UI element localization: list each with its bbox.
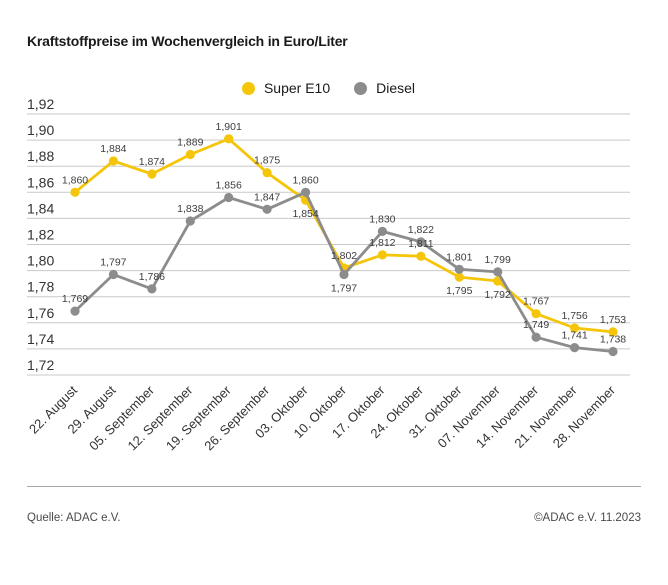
data-point	[70, 306, 80, 316]
data-label: 1,838	[177, 203, 203, 215]
data-label: 1,854	[292, 208, 318, 220]
data-point	[493, 276, 503, 286]
chart-legend: Super E10 Diesel	[27, 80, 630, 96]
y-tick-label: 1,72	[27, 357, 54, 373]
data-point	[570, 323, 580, 333]
data-point	[339, 269, 349, 280]
data-label: 1,795	[446, 285, 472, 297]
data-point	[416, 237, 426, 247]
data-label: 1,756	[561, 310, 587, 322]
data-label: 1,749	[523, 319, 549, 331]
chart-title: Kraftstoffpreise im Wochenvergleich in E…	[27, 33, 348, 49]
legend-label-super-e10: Super E10	[263, 80, 331, 96]
y-tick-label: 1,90	[27, 122, 54, 138]
footer-separator	[27, 486, 641, 487]
y-tick-label: 1,76	[27, 305, 54, 321]
legend-item-diesel: Diesel	[354, 80, 415, 96]
data-point	[224, 192, 234, 203]
data-point	[262, 168, 272, 178]
legend-item-super-e10: Super E10	[241, 80, 331, 96]
data-label: 1,889	[177, 137, 203, 149]
data-point	[454, 264, 464, 274]
data-point	[301, 187, 311, 197]
data-label: 1,811	[408, 238, 434, 250]
series-super-e10	[70, 134, 618, 337]
y-tick-label: 1,80	[27, 253, 54, 269]
y-tick-label: 1,88	[27, 148, 54, 164]
data-point	[377, 226, 387, 236]
footer-copyright: ©ADAC e.V. 11.2023	[534, 512, 641, 524]
data-point	[224, 134, 234, 144]
y-tick-label: 1,86	[27, 174, 54, 190]
data-label: 1,812	[369, 237, 395, 249]
data-label: 1,786	[139, 271, 165, 283]
data-point	[70, 187, 80, 197]
data-label: 1,792	[485, 289, 511, 301]
y-tick-label: 1,84	[27, 200, 54, 216]
data-label: 1,767	[523, 296, 549, 308]
data-point	[416, 251, 426, 261]
data-label: 1,822	[408, 224, 434, 236]
legend-label-diesel: Diesel	[376, 80, 416, 96]
data-label: 1,797	[100, 257, 126, 269]
data-point	[531, 332, 541, 342]
data-point	[108, 269, 118, 280]
series-labels-super-e10: 1,860 1,884 1,874 1,889 1,901 1,875 1,854 1,802…	[62, 121, 626, 326]
data-label: 1,801	[446, 251, 472, 263]
data-label: 1,802	[331, 250, 357, 262]
data-label: 1,884	[100, 143, 126, 155]
data-point	[147, 169, 157, 179]
data-label: 1,860	[62, 174, 88, 186]
data-point	[493, 267, 503, 277]
data-point	[454, 272, 464, 282]
data-label: 1,860	[292, 174, 318, 186]
data-point	[531, 309, 541, 319]
data-point	[108, 156, 118, 166]
data-label: 1,753	[600, 314, 626, 326]
data-label: 1,901	[216, 121, 242, 133]
y-tick-label: 1,78	[27, 279, 54, 295]
data-label: 1,738	[600, 334, 626, 346]
data-point	[185, 216, 195, 226]
data-point	[377, 250, 387, 260]
data-label: 1,874	[139, 156, 165, 168]
data-label: 1,847	[254, 191, 280, 203]
data-label: 1,875	[254, 155, 280, 167]
y-tick-label: 1,82	[27, 227, 54, 243]
data-point	[262, 204, 272, 214]
y-axis: 1,92 1,90 1,88 1,86 1,84 1,82 1,80 1,78 1,76 1,74…	[27, 96, 630, 376]
data-point	[608, 327, 618, 337]
super-e10-dot-icon	[241, 81, 255, 95]
series-diesel	[70, 187, 618, 357]
data-label: 1,741	[561, 330, 587, 342]
y-tick-label: 1,92	[27, 96, 54, 112]
data-label: 1,799	[485, 254, 511, 266]
data-point	[570, 343, 580, 353]
data-point	[147, 284, 157, 294]
data-label: 1,797	[331, 283, 357, 295]
y-tick-label: 1,74	[27, 331, 54, 347]
data-point	[608, 346, 618, 357]
diesel-dot-icon	[354, 81, 368, 95]
footer-source: Quelle: ADAC e.V.	[27, 512, 121, 524]
data-label: 1,830	[369, 213, 395, 225]
data-label: 1,856	[216, 180, 242, 192]
series-labels-diesel: 1,769 1,797 1,786 1,838 1,856 1,847 1,860 1,797…	[62, 174, 626, 345]
data-label: 1,769	[62, 293, 88, 305]
data-point	[185, 149, 195, 160]
